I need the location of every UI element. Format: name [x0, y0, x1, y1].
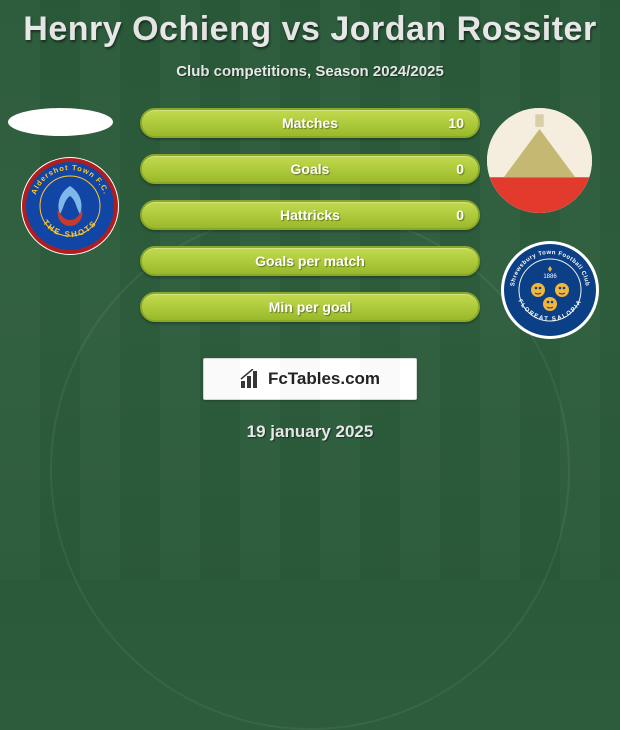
aldershot-badge-icon: Aldershot Town F.C. THE SHOTS: [20, 156, 120, 256]
stat-label: Goals per match: [255, 253, 365, 269]
stat-bars: Matches 10 Goals 0 Hattricks 0 Goals per…: [140, 108, 480, 338]
stat-right-value: 0: [456, 207, 464, 223]
badge-right-year: 1886: [543, 274, 557, 280]
club-badge-left: Aldershot Town F.C. THE SHOTS: [20, 156, 120, 256]
stat-row-goals-per-match: Goals per match: [140, 246, 480, 276]
comparison-stage: Aldershot Town F.C. THE SHOTS: [0, 108, 620, 348]
stat-right-value: 10: [448, 115, 464, 131]
stat-row-min-per-goal: Min per goal: [140, 292, 480, 322]
stat-row-matches: Matches 10: [140, 108, 480, 138]
stat-right-value: 0: [456, 161, 464, 177]
stat-label: Min per goal: [269, 299, 351, 315]
player-left-photo: [8, 108, 113, 136]
player-right-shirt-icon: [487, 108, 592, 213]
shrewsbury-badge-icon: 1886 Shrewsbury Town Football Club FLORE…: [500, 240, 600, 340]
stat-row-hattricks: Hattricks 0: [140, 200, 480, 230]
player-right-photo: [487, 108, 592, 213]
stat-label: Goals: [291, 161, 330, 177]
club-badge-right: 1886 Shrewsbury Town Football Club FLORE…: [500, 240, 600, 340]
stat-row-goals: Goals 0: [140, 154, 480, 184]
stat-label: Matches: [282, 115, 338, 131]
stat-label: Hattricks: [280, 207, 340, 223]
